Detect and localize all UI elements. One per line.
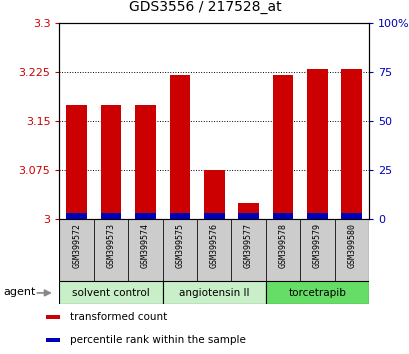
Text: torcetrapib: torcetrapib xyxy=(288,288,346,298)
Bar xyxy=(59,219,94,281)
Bar xyxy=(101,213,121,219)
Text: agent: agent xyxy=(3,287,35,297)
Bar xyxy=(45,315,60,319)
Bar xyxy=(272,213,292,219)
Text: GDS3556 / 217528_at: GDS3556 / 217528_at xyxy=(128,0,281,14)
Bar xyxy=(299,219,334,281)
Text: GSM399578: GSM399578 xyxy=(278,223,287,268)
Bar xyxy=(101,105,121,219)
Text: percentile rank within the sample: percentile rank within the sample xyxy=(70,335,245,346)
Text: GSM399573: GSM399573 xyxy=(106,223,115,268)
Text: GSM399576: GSM399576 xyxy=(209,223,218,268)
Text: GSM399577: GSM399577 xyxy=(243,223,252,268)
Text: transformed count: transformed count xyxy=(70,312,167,322)
Text: GSM399580: GSM399580 xyxy=(346,223,355,268)
Bar xyxy=(135,213,155,219)
Bar xyxy=(197,219,231,281)
Text: solvent control: solvent control xyxy=(72,288,150,298)
Bar xyxy=(128,219,162,281)
Bar xyxy=(265,281,368,304)
Text: GSM399579: GSM399579 xyxy=(312,223,321,268)
Bar xyxy=(169,75,190,219)
Text: angiotensin II: angiotensin II xyxy=(179,288,249,298)
Bar xyxy=(59,281,162,304)
Bar xyxy=(231,219,265,281)
Bar xyxy=(162,281,265,304)
Bar xyxy=(306,69,327,219)
Bar xyxy=(66,213,87,219)
Bar xyxy=(334,219,368,281)
Bar xyxy=(203,213,224,219)
Bar xyxy=(238,213,258,219)
Bar xyxy=(45,338,60,342)
Bar xyxy=(66,105,87,219)
Text: GSM399575: GSM399575 xyxy=(175,223,184,268)
Bar xyxy=(135,105,155,219)
Bar xyxy=(265,219,299,281)
Bar xyxy=(341,213,361,219)
Text: GSM399572: GSM399572 xyxy=(72,223,81,268)
Bar xyxy=(306,213,327,219)
Bar xyxy=(238,203,258,219)
Text: GSM399574: GSM399574 xyxy=(141,223,150,268)
Bar xyxy=(203,170,224,219)
Bar xyxy=(162,219,197,281)
Bar xyxy=(341,69,361,219)
Bar xyxy=(272,75,292,219)
Bar xyxy=(94,219,128,281)
Bar xyxy=(169,213,190,219)
